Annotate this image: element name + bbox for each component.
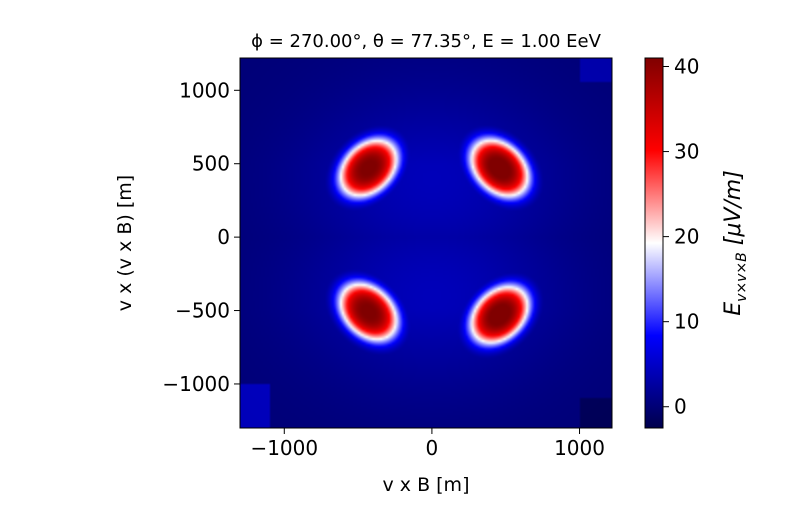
x-tick-label: 0 xyxy=(426,436,439,460)
colorbar-label-main: E xyxy=(721,302,746,316)
colorbar-tick-label: 20 xyxy=(674,225,699,249)
y-tick-label: 1000 xyxy=(179,78,230,102)
x-tick-label: −1000 xyxy=(250,436,318,460)
x-axis-label: v x B [m] xyxy=(383,474,470,496)
y-axis: 1000 500 0 −500 −1000 xyxy=(162,78,240,396)
colorbar-tick-label: 0 xyxy=(674,395,687,419)
plot-frame xyxy=(239,57,613,429)
colorbar-label: Ev×v×B [μV/m] xyxy=(721,170,750,316)
colorbar-label-unit: [μV/m] xyxy=(721,170,746,252)
colorbar-tick-label: 40 xyxy=(674,55,699,79)
colorbar-tick-label: 10 xyxy=(674,310,699,334)
chart-title: ϕ = 270.00°, θ = 77.35°, E = 1.00 EeV xyxy=(251,31,601,52)
heatmap-image xyxy=(240,58,612,428)
y-tick-label: −500 xyxy=(175,299,230,323)
colorbar: 0 10 20 30 40 Ev×v×B [μV/m] xyxy=(644,55,750,429)
colorbar-tick-label: 30 xyxy=(674,140,699,164)
y-tick-label: 500 xyxy=(192,152,230,176)
y-tick-label: 0 xyxy=(217,225,230,249)
x-tick-label: 1000 xyxy=(554,436,605,460)
colorbar-gradient xyxy=(644,57,664,429)
y-tick-label: −1000 xyxy=(162,372,230,396)
colorbar-ticks: 0 10 20 30 40 xyxy=(663,55,699,419)
y-axis-label: v x (v x B) [m] xyxy=(114,175,136,311)
x-axis: −1000 0 1000 xyxy=(250,428,605,460)
plot-area xyxy=(239,57,613,429)
colorbar-label-sub: v×v×B xyxy=(734,252,750,302)
